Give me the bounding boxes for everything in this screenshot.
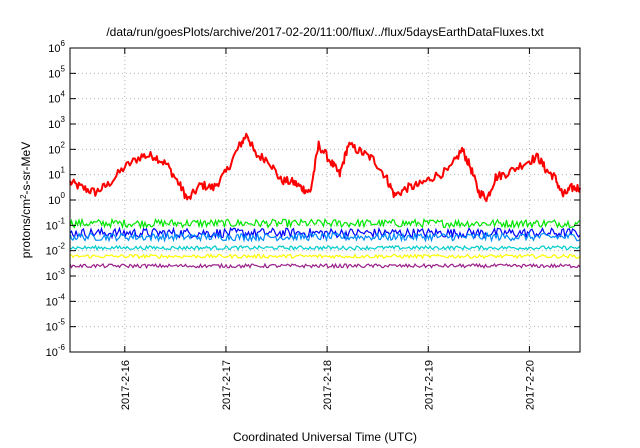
y-axis-label: protons/cm2-s-sr-MeV — [19, 142, 34, 258]
y-tick-label: 10-3 — [46, 267, 66, 283]
y-tick-label: 104 — [48, 90, 65, 106]
y-tick-exponent: 4 — [61, 90, 66, 99]
y-axis-label-suffix: -s-sr-MeV — [19, 142, 33, 195]
x-tick-label: 2017-2-17 — [221, 360, 233, 410]
y-tick-base: 10 — [48, 170, 60, 182]
y-tick-base: 10 — [48, 94, 60, 106]
series-line-5 — [69, 253, 581, 260]
series-line-3 — [69, 230, 581, 243]
y-tick-label: 10-2 — [46, 242, 66, 258]
x-tick-label: 2017-2-18 — [322, 360, 334, 410]
series-line-2 — [69, 226, 581, 240]
data-series — [69, 132, 581, 270]
x-tick-label: 2017-2-20 — [524, 360, 536, 410]
x-tick-label: 2017-2-16 — [120, 360, 132, 410]
y-tick-base: 10 — [46, 246, 58, 258]
x-axis-ticks: 2017-2-16 2017-2-17 2017-2-18 2017-2-19 2017… — [120, 48, 536, 410]
y-tick-base: 10 — [48, 119, 60, 131]
y-tick-label: 105 — [48, 64, 65, 80]
series-line-red — [69, 132, 581, 203]
y-tick-label: 101 — [48, 166, 65, 182]
series-line-1 — [69, 217, 581, 230]
y-tick-exponent: -1 — [58, 216, 66, 225]
y-tick-label: 10-4 — [46, 292, 66, 308]
y-axis-label-prefix: protons/cm — [19, 199, 33, 258]
y-tick-exponent: -3 — [58, 267, 66, 276]
y-tick-base: 10 — [48, 68, 60, 80]
y-tick-label: 100 — [48, 191, 65, 207]
y-tick-exponent: -2 — [58, 242, 66, 251]
x-tick-label: 2017-2-19 — [423, 360, 435, 410]
y-axis-ticks: 10-610-510-410-310-210-11001011021031041… — [46, 39, 580, 359]
y-tick-exponent: -4 — [58, 292, 66, 301]
series-line-6 — [69, 262, 581, 270]
y-tick-base: 10 — [48, 195, 60, 207]
y-tick-exponent: 3 — [61, 115, 66, 124]
y-tick-base: 10 — [46, 220, 58, 232]
y-tick-exponent: 5 — [61, 64, 66, 73]
y-tick-label: 10-1 — [46, 216, 66, 232]
y-tick-label: 102 — [48, 140, 65, 156]
y-tick-base: 10 — [46, 296, 58, 308]
y-tick-base: 10 — [48, 144, 60, 156]
y-tick-label: 103 — [48, 115, 65, 131]
y-tick-label: 10-6 — [46, 343, 66, 359]
y-tick-label: 106 — [48, 39, 65, 55]
y-axis-label-sup: 2 — [19, 194, 28, 199]
y-tick-base: 10 — [48, 43, 60, 55]
y-tick-exponent: 1 — [61, 166, 66, 175]
chart-title: /data/run/goesPlots/archive/2017-02-20/1… — [106, 25, 544, 39]
y-tick-base: 10 — [46, 347, 58, 359]
y-tick-exponent: 6 — [61, 39, 66, 48]
series-line-4 — [70, 244, 581, 252]
y-tick-exponent: -5 — [58, 318, 66, 327]
y-tick-base: 10 — [46, 271, 58, 283]
y-tick-label: 10-5 — [46, 318, 66, 334]
x-axis-label: Coordinated Universal Time (UTC) — [233, 430, 417, 444]
y-tick-exponent: -6 — [58, 343, 66, 352]
y-tick-exponent: 0 — [61, 191, 66, 200]
y-tick-base: 10 — [46, 322, 58, 334]
y-tick-exponent: 2 — [61, 140, 66, 149]
